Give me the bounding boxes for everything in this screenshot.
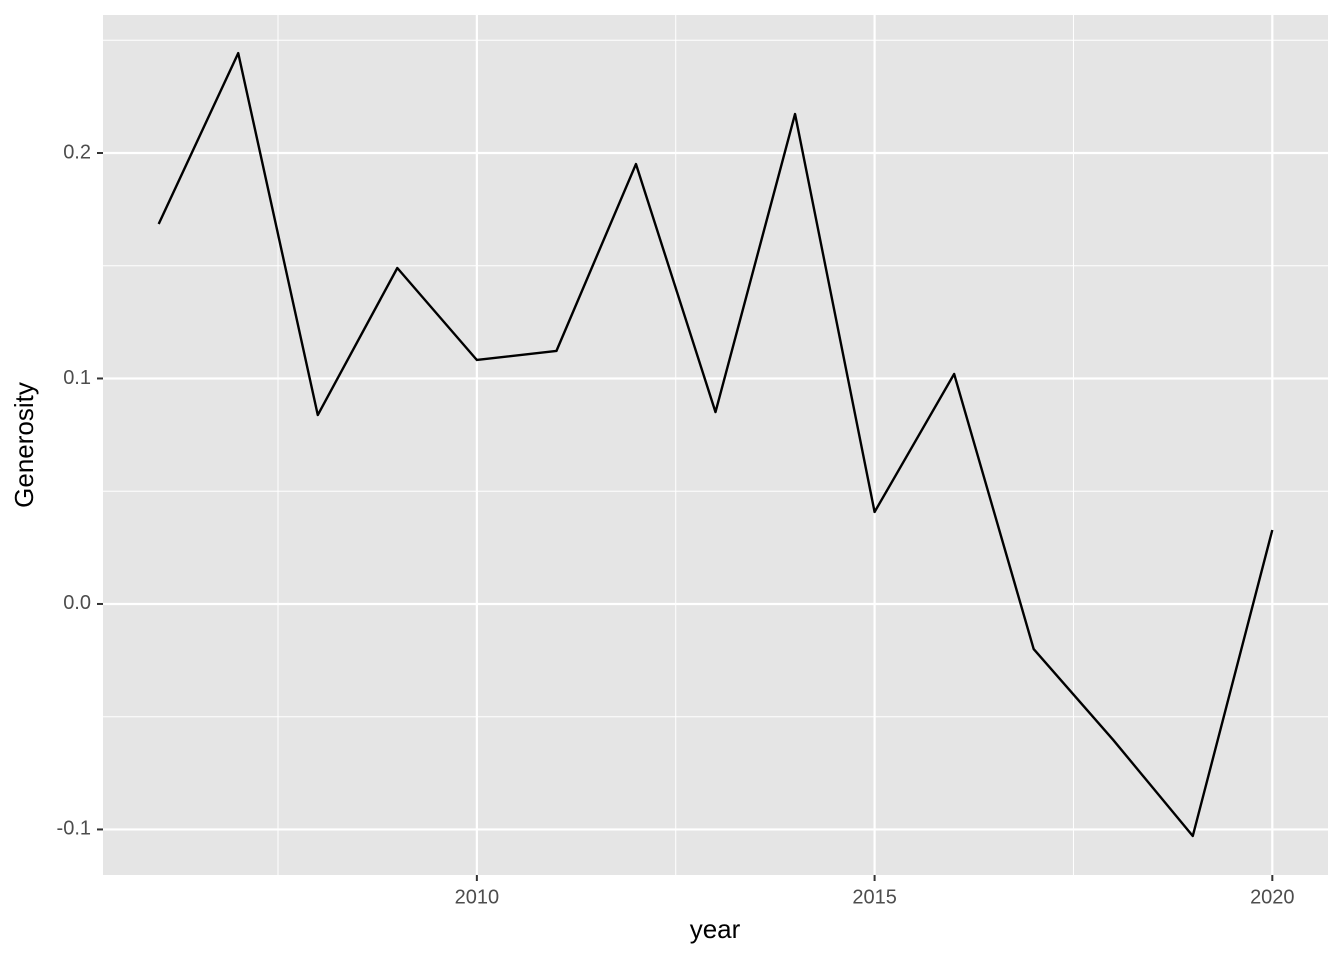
y-tick-label: 0.1 [63, 367, 91, 389]
panel [103, 15, 1328, 875]
y-axis-title: Generosity [9, 382, 39, 508]
x-axis-title: year [690, 914, 741, 944]
x-tick-label: 2020 [1250, 886, 1295, 908]
x-tick-label: 2015 [852, 886, 897, 908]
y-tick-label: -0.1 [57, 818, 91, 840]
y-tick-label: 0.2 [63, 141, 91, 163]
x-tick-label: 2010 [455, 886, 500, 908]
y-tick-label: 0.0 [63, 592, 91, 614]
line [157, 51, 1274, 838]
